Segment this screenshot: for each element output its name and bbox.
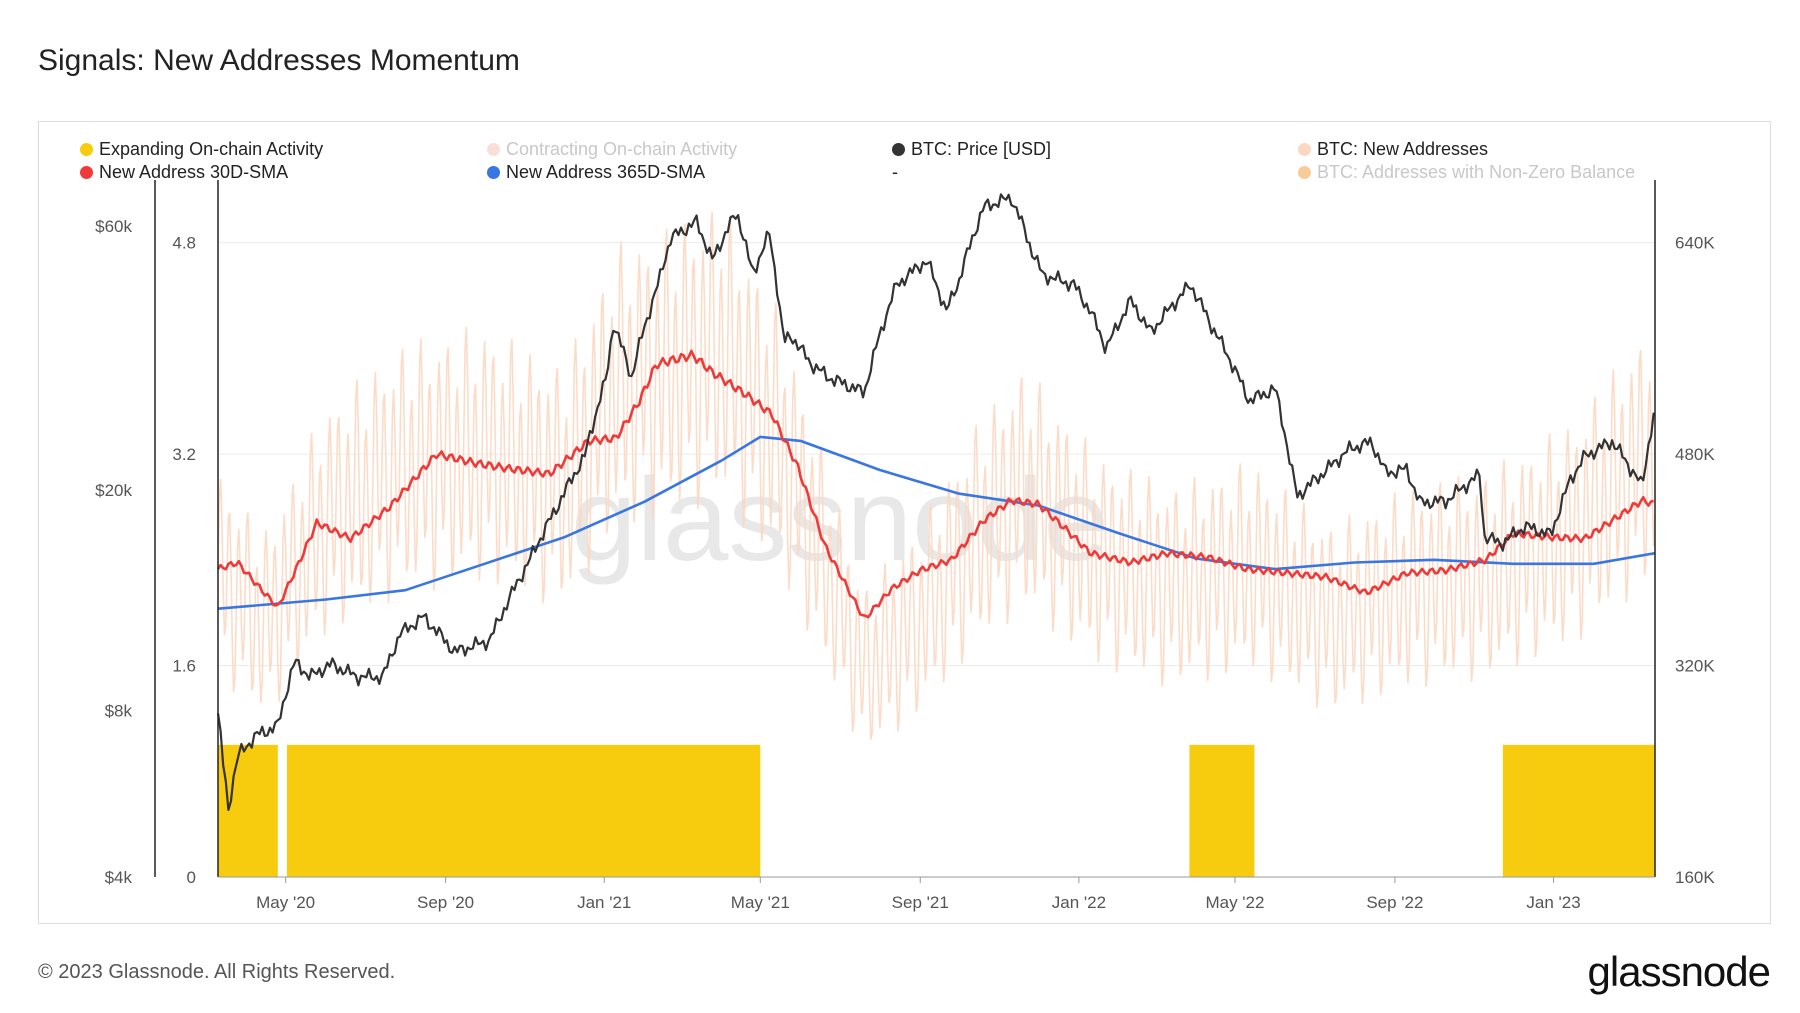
glassnode-logo: glassnode — [1587, 948, 1771, 995]
expanding-activity-bar — [286, 744, 761, 877]
new-addresses-tick-label: 640K — [1675, 234, 1715, 253]
price-tick-label: $8k — [105, 701, 133, 720]
new-addresses-tick-label: 480K — [1675, 445, 1715, 464]
x-tick-label: Jan '22 — [1052, 893, 1106, 912]
new-addresses-tick-label: 160K — [1675, 868, 1715, 887]
x-tick-label: Jan '21 — [577, 893, 631, 912]
legend-label: Contracting On-chain Activity — [506, 139, 738, 159]
x-tick-label: Sep '20 — [417, 893, 474, 912]
legend-item[interactable]: New Address 30D-SMA — [80, 162, 288, 182]
legend-item[interactable]: BTC: New Addresses — [1298, 139, 1488, 159]
legend-item[interactable]: BTC: Price [USD] — [892, 139, 1051, 159]
expanding-activity-bar — [1189, 744, 1255, 877]
chart-title: Signals: New Addresses Momentum — [38, 44, 520, 77]
x-tick-label: May '20 — [256, 893, 315, 912]
legend-label: - — [892, 162, 898, 182]
legend-swatch — [892, 143, 905, 156]
legend-label: BTC: Price [USD] — [911, 139, 1052, 159]
legend-swatch — [80, 166, 93, 179]
signal-tick-label: 1.6 — [172, 657, 196, 676]
price-tick-label: $4k — [105, 868, 133, 887]
x-tick-label: Jan '23 — [1526, 893, 1580, 912]
copyright-footer: © 2023 Glassnode. All Rights Reserved. — [38, 961, 396, 983]
signal-tick-label: 3.2 — [172, 445, 196, 464]
price-tick-label: $60k — [95, 217, 132, 236]
new-addresses-tick-label: 320K — [1675, 657, 1715, 676]
signal-tick-label: 0 — [187, 868, 196, 887]
legend-label: BTC: New Addresses — [1317, 139, 1489, 159]
new-addresses-line — [217, 211, 1656, 741]
chart-frame — [38, 121, 1771, 924]
legend-label: New Address 30D-SMA — [99, 162, 289, 182]
legend-item[interactable]: BTC: Addresses with Non-Zero Balance — [1298, 162, 1635, 182]
x-tick-label: Sep '21 — [892, 893, 949, 912]
sma365-line — [217, 435, 1656, 610]
legend-swatch — [1298, 166, 1311, 179]
legend-swatch — [80, 143, 93, 156]
x-tick-label: May '21 — [731, 893, 790, 912]
legend-item[interactable]: Expanding On-chain Activity — [80, 139, 323, 159]
sma30-line — [216, 349, 1654, 619]
legend-item[interactable]: New Address 365D-SMA — [487, 162, 705, 182]
legend-swatch — [487, 166, 500, 179]
legend-label: New Address 365D-SMA — [506, 162, 706, 182]
signal-tick-label: 4.8 — [172, 234, 196, 253]
legend-label: Expanding On-chain Activity — [99, 139, 324, 159]
legend-item[interactable]: Contracting On-chain Activity — [487, 139, 737, 159]
legend-item[interactable]: - — [892, 162, 898, 182]
x-tick-label: May '22 — [1205, 893, 1264, 912]
expanding-activity-bar — [1502, 744, 1655, 877]
x-tick-label: Sep '22 — [1366, 893, 1423, 912]
legend-swatch — [487, 143, 500, 156]
legend-label: BTC: Addresses with Non-Zero Balance — [1317, 162, 1636, 182]
expanding-activity-bar — [218, 744, 278, 877]
price-tick-label: $20k — [95, 481, 132, 500]
btc-price-line — [216, 193, 1655, 811]
legend-swatch — [1298, 143, 1311, 156]
